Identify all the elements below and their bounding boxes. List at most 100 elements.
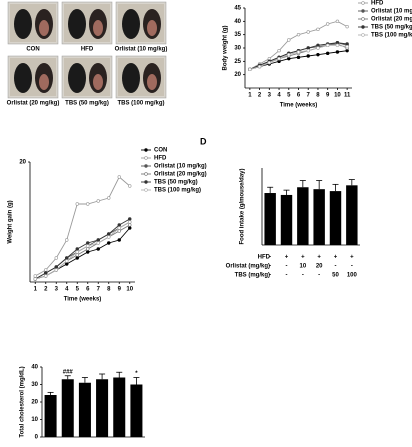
y-tick-label: 20 [19, 160, 26, 166]
treatment-value: 20 [316, 264, 323, 270]
x-tick-label: 4 [65, 287, 69, 293]
legend-marker [361, 33, 365, 37]
x-tick-label: 10 [126, 287, 133, 293]
x-tick-label: 1 [248, 93, 252, 99]
data-point [65, 238, 69, 242]
legend-marker [144, 180, 148, 184]
data-point [54, 265, 58, 269]
treatment-value: 100 [347, 273, 358, 279]
data-point [75, 247, 79, 251]
legend-label: TBS (100 mg/kg) [371, 33, 412, 39]
bar [297, 187, 309, 245]
mouse-belly [39, 74, 49, 90]
legend-marker [144, 156, 148, 160]
y-axis-label: Total cholesterol (mg/dL) [20, 366, 26, 437]
data-point [33, 274, 37, 278]
data-point [117, 226, 121, 230]
treatment-value: 10 [299, 264, 306, 270]
x-tick-label: 9 [118, 287, 122, 293]
data-point [296, 55, 301, 60]
treatment-name: Orlistat (mg/kg) [226, 264, 270, 270]
data-point [75, 250, 79, 254]
x-tick-label: 7 [307, 93, 311, 99]
data-point [128, 184, 132, 188]
data-point [345, 24, 349, 29]
data-point [287, 52, 291, 57]
x-tick-label: 8 [316, 93, 320, 99]
data-point [96, 241, 100, 245]
treatment-value: + [285, 255, 289, 261]
y-tick-label: 40 [234, 19, 241, 25]
treatment-value: - [286, 273, 288, 279]
legend-label: HFD [371, 1, 384, 7]
x-tick-label: 2 [44, 287, 48, 293]
treatment-value: + [350, 255, 354, 261]
x-axis-label: Time (weeks) [280, 103, 318, 109]
data-point [44, 268, 48, 272]
data-point [267, 60, 272, 65]
y-tick-label: 30 [31, 382, 38, 388]
data-point [345, 44, 349, 49]
legend-label: TBS (50 mg/kg) [371, 25, 412, 31]
y-tick-label: 45 [234, 6, 241, 12]
bar [96, 379, 109, 437]
legend-label: Orlistat (10 mg/kg) [371, 9, 412, 15]
data-point [257, 64, 262, 69]
data-point [86, 241, 90, 245]
data-point [335, 50, 340, 54]
x-tick-label: 4 [277, 93, 281, 99]
mouse [14, 63, 32, 93]
data-point [296, 50, 301, 54]
bar [280, 194, 293, 245]
legend-label: Orlistat (10 mg/kg) [154, 164, 207, 170]
mouse [14, 9, 32, 39]
mouse [122, 63, 140, 93]
data-point [117, 238, 121, 242]
x-tick-label: 8 [107, 287, 111, 293]
x-tick-label: 6 [86, 287, 90, 293]
data-point [335, 19, 340, 24]
x-tick-label: 11 [344, 93, 351, 99]
bar [130, 384, 143, 437]
legend-label: TBS (50 mg/kg) [154, 180, 198, 186]
data-point [86, 250, 90, 254]
data-point [75, 256, 79, 260]
treatment-value: - [302, 273, 304, 279]
significance-mark: * [135, 371, 138, 377]
bar [44, 395, 57, 437]
legend-label: TBS (100 mg/kg) [154, 188, 201, 194]
data-point [128, 226, 132, 230]
legend-marker [144, 172, 148, 176]
panel-label: D [200, 136, 207, 146]
photo-label: Orlistat (10 mg/kg) [115, 47, 168, 53]
data-point [107, 196, 111, 200]
data-point [277, 56, 281, 61]
mouse-belly [147, 74, 157, 90]
bar [346, 185, 358, 245]
data-point [248, 67, 252, 72]
significance-mark: ### [63, 369, 74, 375]
treatment-name: TBS (mg/kg) [235, 273, 270, 279]
legend-marker [361, 1, 365, 5]
y-axis-label: Food intake (g/mouse/day) [240, 168, 246, 244]
mouse-belly [93, 74, 103, 90]
treatment-value: - [351, 264, 353, 270]
photo-label: CON [26, 47, 39, 53]
treatment-name: HFD [258, 255, 271, 261]
mouse [68, 9, 86, 39]
treatment-value: + [301, 255, 305, 261]
x-tick-label: 5 [76, 287, 80, 293]
x-tick-label: 10 [334, 93, 341, 99]
data-point [117, 175, 121, 179]
treatment-value: - [335, 264, 337, 270]
y-tick-label: 40 [31, 365, 38, 371]
x-tick-label: 9 [326, 93, 330, 99]
data-point [325, 22, 330, 26]
treatment-value: + [317, 255, 321, 261]
series-line [35, 218, 130, 280]
mouse [122, 9, 140, 39]
x-tick-label: 5 [287, 93, 291, 99]
data-point [75, 253, 79, 257]
legend-label: Orlistat (20 mg/kg) [154, 172, 207, 178]
